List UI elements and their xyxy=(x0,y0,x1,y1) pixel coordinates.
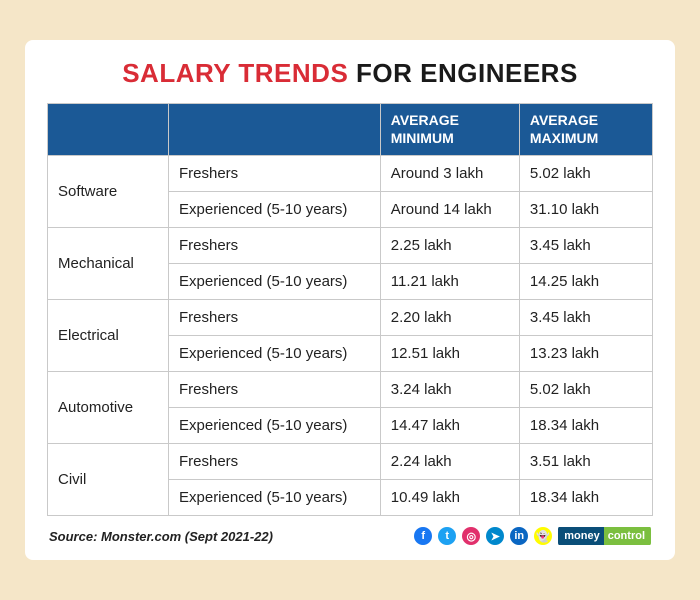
category-cell: Automotive xyxy=(48,372,169,444)
table-row: CivilFreshers2.24 lakh3.51 lakh xyxy=(48,444,653,480)
category-cell: Software xyxy=(48,156,169,228)
category-cell: Electrical xyxy=(48,300,169,372)
col-header-max: AVERAGE MAXIMUM xyxy=(519,104,652,156)
max-cell: 14.25 lakh xyxy=(519,264,652,300)
source-text: Source: Monster.com (Sept 2021-22) xyxy=(49,529,273,544)
level-cell: Freshers xyxy=(169,300,381,336)
max-cell: 5.02 lakh xyxy=(519,372,652,408)
table-row: ElectricalFreshers2.20 lakh3.45 lakh xyxy=(48,300,653,336)
level-cell: Freshers xyxy=(169,156,381,192)
min-cell: 3.24 lakh xyxy=(380,372,519,408)
min-cell: 2.24 lakh xyxy=(380,444,519,480)
max-cell: 13.23 lakh xyxy=(519,336,652,372)
twitter-icon[interactable]: t xyxy=(438,527,456,545)
min-cell: 14.47 lakh xyxy=(380,408,519,444)
col-header-empty2 xyxy=(169,104,381,156)
min-cell: Around 3 lakh xyxy=(380,156,519,192)
min-cell: 11.21 lakh xyxy=(380,264,519,300)
snapchat-icon[interactable]: 👻 xyxy=(534,527,552,545)
level-cell: Freshers xyxy=(169,444,381,480)
category-cell: Mechanical xyxy=(48,228,169,300)
table-row: SoftwareFreshersAround 3 lakh5.02 lakh xyxy=(48,156,653,192)
table-header-row: AVERAGE MINIMUM AVERAGE MAXIMUM xyxy=(48,104,653,156)
title-part1: SALARY TRENDS xyxy=(122,58,348,88)
title-part2: FOR ENGINEERS xyxy=(356,58,578,88)
min-cell: 2.25 lakh xyxy=(380,228,519,264)
col-header-empty1 xyxy=(48,104,169,156)
social-icons: ft ◎ ➤ in 👻 moneycontrol xyxy=(414,526,651,546)
max-cell: 3.51 lakh xyxy=(519,444,652,480)
level-cell: Experienced (5-10 years) xyxy=(169,192,381,228)
max-cell: 3.45 lakh xyxy=(519,228,652,264)
max-cell: 18.34 lakh xyxy=(519,480,652,516)
min-cell: 10.49 lakh xyxy=(380,480,519,516)
footer: Source: Monster.com (Sept 2021-22) ft ◎ ➤ i… xyxy=(47,516,653,552)
level-cell: Experienced (5-10 years) xyxy=(169,264,381,300)
table-row: MechanicalFreshers2.25 lakh3.45 lakh xyxy=(48,228,653,264)
telegram-icon[interactable]: ➤ xyxy=(486,527,504,545)
table-row: AutomotiveFreshers3.24 lakh5.02 lakh xyxy=(48,372,653,408)
max-cell: 31.10 lakh xyxy=(519,192,652,228)
max-cell: 3.45 lakh xyxy=(519,300,652,336)
level-cell: Experienced (5-10 years) xyxy=(169,408,381,444)
linkedin-icon[interactable]: in xyxy=(510,527,528,545)
salary-table: AVERAGE MINIMUM AVERAGE MAXIMUM Software… xyxy=(47,103,653,516)
level-cell: Freshers xyxy=(169,228,381,264)
level-cell: Experienced (5-10 years) xyxy=(169,336,381,372)
page-title: SALARY TRENDS FOR ENGINEERS xyxy=(47,58,653,89)
brand-part1: money xyxy=(558,527,603,545)
col-header-min: AVERAGE MINIMUM xyxy=(380,104,519,156)
category-cell: Civil xyxy=(48,444,169,516)
facebook-icon[interactable]: f xyxy=(414,527,432,545)
max-cell: 18.34 lakh xyxy=(519,408,652,444)
level-cell: Experienced (5-10 years) xyxy=(169,480,381,516)
max-cell: 5.02 lakh xyxy=(519,156,652,192)
brand-part2: control xyxy=(604,527,651,545)
min-cell: 12.51 lakh xyxy=(380,336,519,372)
moneycontrol-logo[interactable]: moneycontrol xyxy=(558,526,651,546)
min-cell: 2.20 lakh xyxy=(380,300,519,336)
instagram-icon[interactable]: ◎ xyxy=(462,527,480,545)
table-body: SoftwareFreshersAround 3 lakh5.02 lakhEx… xyxy=(48,156,653,516)
min-cell: Around 14 lakh xyxy=(380,192,519,228)
salary-card: SALARY TRENDS FOR ENGINEERS AVERAGE MINI… xyxy=(25,40,675,560)
level-cell: Freshers xyxy=(169,372,381,408)
